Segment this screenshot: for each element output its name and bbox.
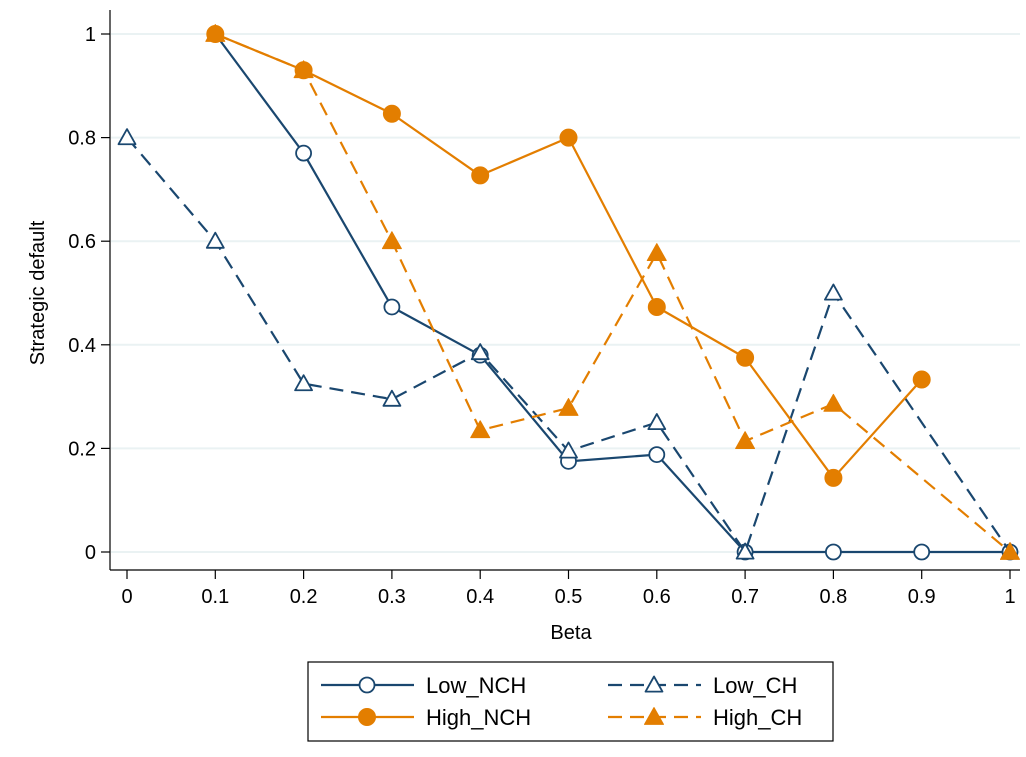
- data-point-high-nch: [824, 468, 843, 487]
- data-point-high-nch: [912, 370, 931, 389]
- data-point-high-ch: [646, 243, 667, 262]
- x-tick-label: 1: [1004, 586, 1015, 608]
- x-axis-title: Beta: [550, 622, 592, 644]
- legend-item-high-ch: High_CH: [608, 705, 802, 730]
- data-point-low-ch: [559, 441, 578, 459]
- data-point-high-nch: [471, 166, 490, 185]
- x-tick-label: 0.7: [731, 586, 759, 608]
- x-tick-label: 0.6: [643, 586, 671, 608]
- x-tick-label: 0.4: [466, 586, 494, 608]
- data-point-high-nch: [559, 128, 578, 147]
- data-point-high-ch: [558, 397, 579, 416]
- data-point-low-ch: [382, 389, 402, 407]
- series-line-high-ch: [214, 32, 1011, 553]
- data-point-low-ch: [117, 128, 137, 146]
- y-tick-label: 0.2: [68, 438, 96, 460]
- y-tick-label: 1: [85, 24, 96, 46]
- axes: 0 0.2 0.4 0.6 0.8 1 0 0.1 0.2 0.3 0.4 0.5 0.6 0.7 0.8 0…: [68, 10, 1020, 608]
- legend-label-high-nch: High_NCH: [426, 705, 531, 730]
- y-tick-label: 0.4: [68, 335, 96, 357]
- data-point-low-nch: [295, 144, 313, 162]
- y-axis-title: Strategic default: [27, 220, 49, 365]
- data-point-high-ch: [1000, 542, 1020, 560]
- x-tick-label: 0.1: [201, 586, 229, 608]
- data-point-high-ch: [735, 431, 756, 450]
- legend-box: [307, 661, 834, 742]
- series-layer: [117, 24, 1020, 561]
- x-tick-label: 0.2: [290, 586, 318, 608]
- data-point-low-ch: [824, 283, 843, 301]
- data-point-high-nch: [382, 104, 401, 123]
- data-point-high-ch: [381, 231, 402, 250]
- y-tick-label: 0.8: [68, 128, 96, 150]
- data-point-low-ch: [470, 343, 490, 361]
- data-point-high-nch: [736, 348, 755, 367]
- y-tick-label: 0.6: [68, 231, 96, 253]
- legend-marker-low-nch: [358, 676, 376, 694]
- data-point-low-nch: [648, 446, 666, 464]
- x-tick-label: 0.8: [819, 586, 847, 608]
- data-point-high-ch: [823, 393, 844, 412]
- data-point-low-nch: [913, 543, 931, 561]
- legend: Low_NCH Low_CH High_NCH High_CH: [307, 661, 834, 742]
- legend-label-low-nch: Low_NCH: [426, 673, 526, 698]
- series-line-low-ch: [126, 136, 1011, 554]
- x-tick-label: 0.9: [908, 586, 936, 608]
- legend-marker-high-ch: [644, 707, 664, 725]
- series-high-ch: [205, 24, 1020, 560]
- legend-item-low-nch: Low_NCH: [321, 673, 526, 698]
- legend-item-low-ch: Low_CH: [608, 673, 797, 698]
- legend-label-low-ch: Low_CH: [713, 673, 797, 698]
- data-point-low-ch: [205, 231, 225, 249]
- data-point-low-nch: [383, 298, 401, 316]
- data-point-high-ch: [205, 24, 226, 42]
- data-point-high-ch: [293, 60, 314, 79]
- data-point-low-ch: [294, 374, 314, 392]
- legend-item-high-nch: High_NCH: [321, 705, 531, 730]
- data-point-low-nch: [825, 543, 842, 561]
- legend-marker-high-nch: [358, 708, 376, 726]
- series-line-low-nch: [214, 33, 1010, 554]
- y-tick-label: 0: [85, 542, 96, 564]
- data-point-low-ch: [647, 413, 667, 431]
- legend-label-high-ch: High_CH: [713, 705, 802, 730]
- x-tick-label: 0.3: [378, 586, 406, 608]
- legend-marker-low-ch: [644, 675, 664, 693]
- data-point-high-nch: [647, 297, 666, 316]
- x-tick-label: 0: [121, 586, 132, 608]
- x-tick-label: 0.5: [555, 586, 583, 608]
- data-point-low-ch: [735, 542, 755, 560]
- data-point-high-ch: [470, 420, 491, 439]
